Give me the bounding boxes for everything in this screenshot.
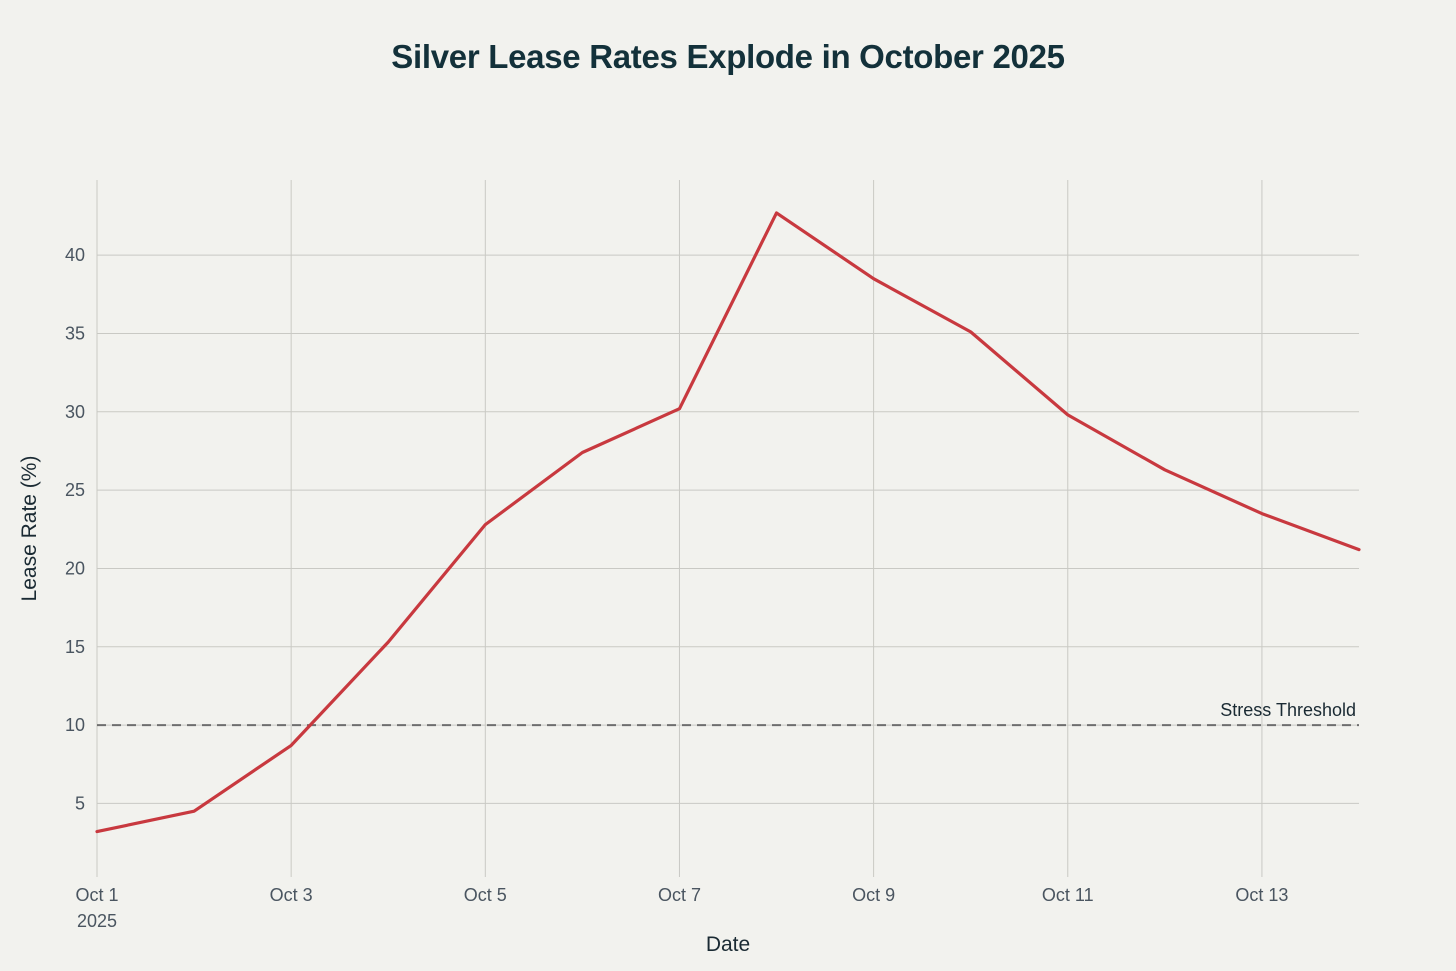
y-tick-label: 25 <box>65 480 85 500</box>
series-line <box>95 211 1361 834</box>
stress-threshold-label: Stress Threshold <box>1220 700 1356 720</box>
y-tick-label: 40 <box>65 245 85 265</box>
chart-title: Silver Lease Rates Explode in October 20… <box>391 38 1065 75</box>
x-tick-label: Oct 13 <box>1235 885 1288 905</box>
y-tick-label: 15 <box>65 637 85 657</box>
series-layer <box>95 211 1361 834</box>
x-tick-label: Oct 11 <box>1042 885 1094 905</box>
grid-layer <box>96 180 1359 877</box>
x-axis-title: Date <box>706 933 750 956</box>
x-tick-label: Oct 9 <box>852 885 895 905</box>
x-tick-label: Oct 5 <box>464 885 507 905</box>
reference-layer: Stress Threshold <box>97 700 1359 727</box>
x-tick-label: Oct 7 <box>658 885 701 905</box>
x-tick-sublabel: 2025 <box>77 911 117 931</box>
y-tick-label: 30 <box>65 402 85 422</box>
x-tick-label: Oct 3 <box>270 885 313 905</box>
x-tick-label: Oct 1 <box>75 885 118 905</box>
y-tick-label: 5 <box>75 793 85 813</box>
y-tick-label: 35 <box>65 323 85 343</box>
y-tick-label: 10 <box>65 715 85 735</box>
y-axis-title: Lease Rate (%) <box>18 456 41 602</box>
y-tick-label: 20 <box>65 558 85 578</box>
